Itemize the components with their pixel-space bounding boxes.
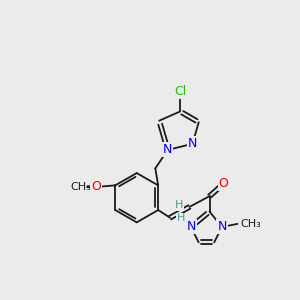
Text: H: H (175, 200, 184, 210)
Text: N: N (163, 143, 172, 157)
Text: O: O (219, 177, 228, 190)
Text: CH₃: CH₃ (70, 182, 91, 192)
Text: CH₃: CH₃ (241, 219, 261, 229)
Text: N: N (186, 220, 196, 233)
Text: N: N (217, 220, 226, 233)
Text: N: N (188, 137, 197, 150)
Text: H: H (177, 214, 185, 224)
Text: O: O (92, 180, 101, 194)
Text: Cl: Cl (174, 85, 186, 98)
